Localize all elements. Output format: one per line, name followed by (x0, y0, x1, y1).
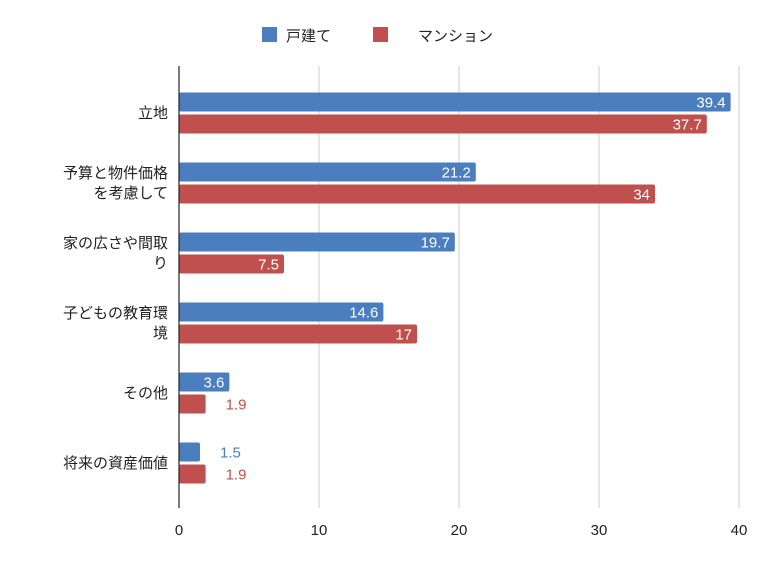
legend-label: 戸建て (286, 27, 331, 45)
category-label: を考慮して (93, 184, 168, 202)
bar (179, 302, 384, 322)
legend: 戸建て マンション (262, 27, 493, 45)
data-label: 19.7 (421, 235, 450, 252)
data-label: 14.6 (349, 305, 378, 322)
data-label: 7.5 (258, 257, 279, 274)
bar (179, 162, 476, 182)
category-label: その他 (123, 384, 168, 402)
data-label: 34 (633, 187, 650, 204)
axes: 0 10 20 30 40 (175, 66, 748, 539)
data-label: 39.4 (696, 95, 725, 112)
x-tick-label: 20 (451, 522, 468, 539)
bar (179, 232, 455, 252)
category-label: 将来の資産価値 (63, 454, 168, 472)
gridlines (318, 66, 740, 508)
bar (179, 114, 707, 134)
data-label: 3.6 (204, 375, 225, 392)
category-label: り (153, 254, 168, 272)
bar (179, 254, 284, 274)
category-label: 境 (153, 324, 168, 342)
x-tick-label: 10 (311, 522, 328, 539)
category-label: 予算と物件価格 (63, 164, 168, 182)
category-label: 立地 (138, 104, 168, 122)
data-label: 1.9 (226, 467, 247, 484)
data-label: 37.7 (673, 117, 702, 134)
bar (179, 394, 206, 414)
legend-swatch (262, 27, 277, 42)
x-tick-label: 40 (731, 522, 748, 539)
x-tick-label: 0 (175, 522, 183, 539)
bar (179, 464, 206, 484)
legend-label: マンション (418, 27, 493, 45)
bar (179, 442, 200, 462)
data-label: 17 (395, 327, 412, 344)
bar (179, 372, 230, 392)
legend-swatch (373, 27, 388, 42)
bar (179, 324, 417, 344)
category-label: 子どもの教育環 (63, 304, 168, 322)
data-label: 1.5 (220, 445, 241, 462)
data-label: 21.2 (442, 165, 471, 182)
bar (179, 184, 655, 204)
bar (179, 92, 731, 112)
data-label: 1.9 (226, 397, 247, 414)
x-tick-label: 30 (591, 522, 608, 539)
category-label: 家の広さや間取 (63, 234, 168, 252)
